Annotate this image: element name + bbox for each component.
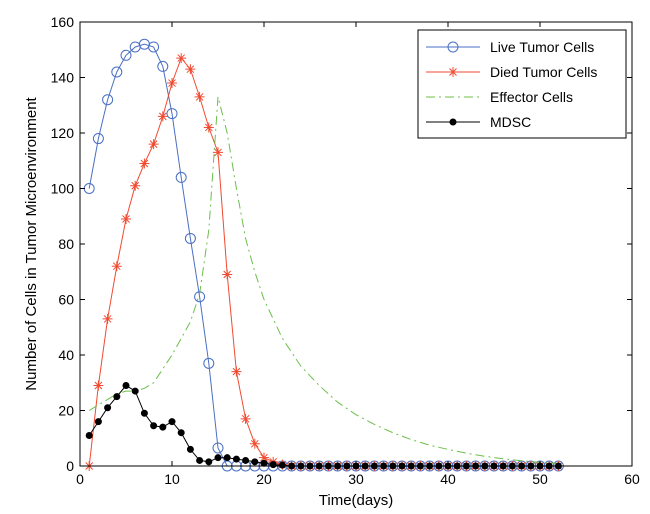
data-point-died-tumor-cells	[240, 413, 251, 424]
legend-marker-live-tumor-cells	[447, 41, 459, 53]
data-point-live-tumor-cells	[212, 442, 224, 454]
data-point-mdsc	[278, 461, 286, 469]
data-point-died-tumor-cells	[222, 269, 233, 280]
data-point-mdsc	[113, 393, 121, 401]
data-point-died-tumor-cells	[111, 261, 122, 272]
data-point-died-tumor-cells	[93, 380, 104, 391]
y-tick-label: 20	[58, 403, 74, 419]
y-tick-label: 100	[51, 181, 75, 197]
data-point-live-tumor-cells	[184, 232, 196, 244]
y-tick-label: 0	[66, 458, 74, 474]
data-point-mdsc	[94, 418, 102, 426]
data-point-died-tumor-cells	[157, 111, 168, 122]
data-point-live-tumor-cells	[92, 133, 104, 145]
data-point-died-tumor-cells	[259, 452, 269, 463]
data-point-died-tumor-cells	[139, 158, 150, 169]
x-tick-label: 60	[624, 471, 640, 487]
y-tick-label: 160	[51, 14, 75, 30]
data-point-died-tumor-cells	[249, 438, 260, 449]
legend: Live Tumor Cells Died Tumor Cells Effector…	[417, 29, 627, 139]
data-point-live-tumor-cells	[157, 60, 169, 72]
data-point-died-tumor-cells	[102, 313, 113, 324]
data-point-live-tumor-cells	[120, 49, 132, 61]
data-point-mdsc	[177, 429, 185, 437]
data-point-live-tumor-cells	[175, 171, 187, 183]
data-point-mdsc	[131, 387, 139, 395]
y-tick-label: 40	[58, 347, 74, 363]
data-point-died-tumor-cells	[185, 64, 196, 75]
data-point-mdsc	[168, 418, 176, 426]
data-point-mdsc	[242, 456, 250, 464]
y-axis-label: Number of Cells in Tumor Microenvironmen…	[23, 96, 40, 390]
legend-label: Effector Cells	[490, 89, 573, 105]
y-tick-label: 120	[51, 125, 75, 141]
x-tick-label: 40	[440, 471, 456, 487]
data-point-mdsc	[196, 456, 204, 464]
series-line-effector-cells	[88, 96, 559, 464]
y-tick-label: 140	[51, 70, 75, 86]
data-point-live-tumor-cells	[148, 41, 160, 53]
data-point-mdsc	[251, 458, 259, 466]
x-axis-label: Time(days)	[319, 492, 393, 509]
data-point-mdsc	[214, 454, 222, 462]
data-point-died-tumor-cells	[176, 53, 187, 64]
data-point-died-tumor-cells	[121, 214, 131, 225]
legend-marker-died-tumor-cells	[448, 67, 458, 77]
y-tick-label: 80	[58, 236, 74, 252]
x-tick-label: 20	[256, 471, 272, 487]
axis-ticks: 0 10 20 30 40 50 60 0 20 40 60 80 100 120 140 160	[51, 14, 640, 487]
data-point-died-tumor-cells	[231, 366, 242, 377]
x-tick-label: 30	[348, 471, 364, 487]
data-point-mdsc	[159, 423, 167, 431]
series-effector-cells	[88, 96, 559, 464]
series-line-mdsc	[88, 384, 559, 467]
data-point-died-tumor-cells	[203, 122, 214, 133]
x-tick-label: 50	[532, 471, 548, 487]
x-tick-label: 0	[76, 471, 84, 487]
data-point-mdsc	[205, 458, 213, 466]
data-point-live-tumor-cells	[203, 357, 215, 369]
data-point-died-tumor-cells	[213, 147, 223, 158]
data-point-mdsc	[122, 382, 130, 390]
data-point-mdsc	[269, 461, 277, 469]
series-mdsc	[85, 382, 562, 470]
data-point-died-tumor-cells	[148, 139, 159, 150]
data-point-mdsc	[186, 445, 194, 453]
data-point-died-tumor-cells	[194, 91, 205, 102]
legend-marker-mdsc	[449, 118, 457, 126]
data-point-mdsc	[150, 422, 158, 430]
data-point-died-tumor-cells	[130, 180, 141, 191]
data-point-mdsc	[223, 454, 231, 462]
legend-label: Live Tumor Cells	[490, 39, 594, 55]
data-point-mdsc	[140, 409, 148, 417]
data-point-mdsc	[232, 455, 240, 463]
y-tick-label: 60	[58, 292, 74, 308]
legend-label: MDSC	[490, 114, 531, 130]
legend-label: Died Tumor Cells	[490, 64, 597, 80]
data-point-mdsc	[104, 404, 112, 412]
data-point-died-tumor-cells	[167, 78, 177, 89]
data-point-mdsc	[85, 431, 93, 439]
data-point-live-tumor-cells	[111, 66, 123, 78]
data-point-live-tumor-cells	[102, 94, 114, 106]
x-tick-label: 10	[164, 471, 180, 487]
data-point-live-tumor-cells	[166, 108, 178, 120]
